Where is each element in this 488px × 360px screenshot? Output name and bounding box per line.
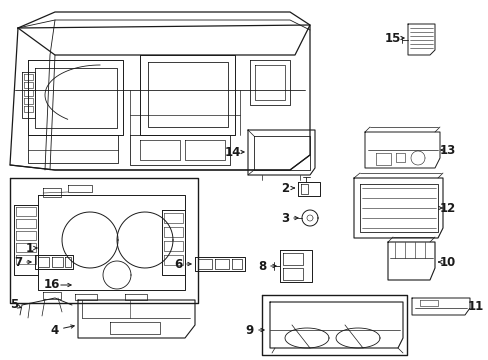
Text: 6: 6 (174, 257, 182, 270)
Text: 11: 11 (467, 301, 483, 314)
Text: 5: 5 (10, 298, 18, 311)
Text: 2: 2 (281, 181, 288, 194)
Text: 7: 7 (14, 256, 22, 269)
Text: 14: 14 (224, 145, 241, 158)
Text: 13: 13 (439, 144, 455, 157)
Text: 9: 9 (245, 324, 254, 337)
Text: 4: 4 (51, 324, 59, 337)
Text: 8: 8 (257, 260, 265, 273)
Text: 1: 1 (26, 242, 34, 255)
Text: 16: 16 (44, 279, 60, 292)
Text: 3: 3 (281, 212, 288, 225)
Text: 15: 15 (384, 32, 400, 45)
Text: 12: 12 (439, 202, 455, 215)
Text: 10: 10 (439, 256, 455, 269)
